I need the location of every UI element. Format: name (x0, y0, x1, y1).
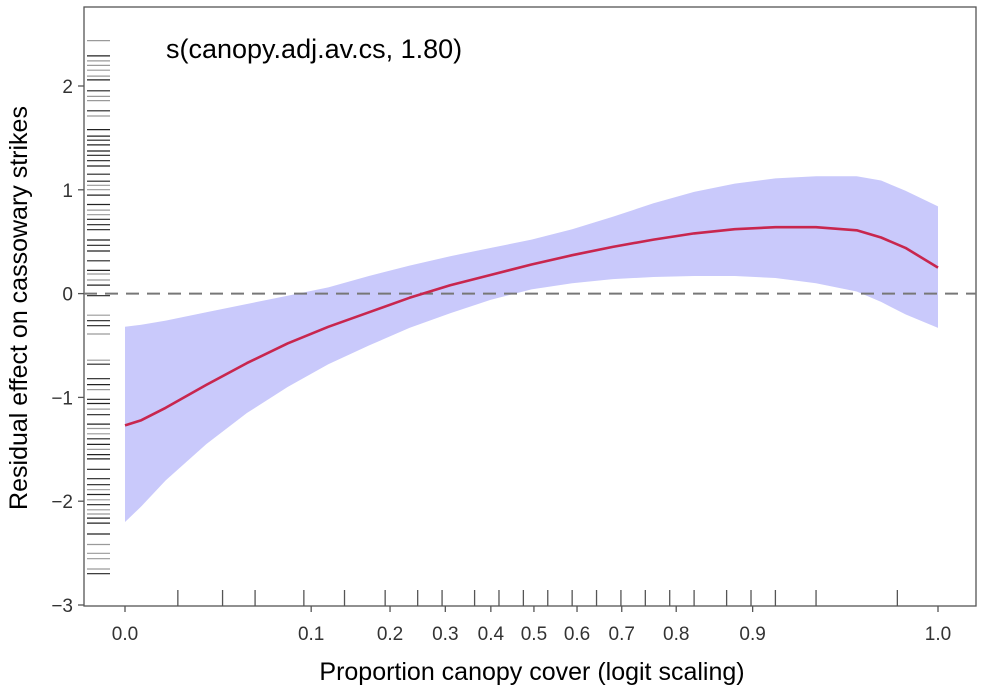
y-axis-ticks: −3 −2 −1 0 1 2 (51, 77, 84, 617)
x-axis-title: Proportion canopy cover (logit scaling) (319, 658, 744, 686)
x-tick-label: 0.6 (564, 624, 590, 645)
series-layer (124, 225, 939, 427)
y-tick-label: 2 (62, 77, 73, 98)
chart-title: s(canopy.adj.av.cs, 1.80) (166, 34, 462, 64)
x-tick-label: 0.7 (609, 624, 635, 645)
x-axis-ticks: 0.0 0.1 0.2 0.3 0.4 0.5 0.6 0.7 0.8 0.9 1.0 (112, 606, 951, 645)
y-tick-label: −3 (51, 596, 73, 617)
x-tick-label: 0.0 (112, 624, 138, 645)
plot-panel-border (83, 6, 977, 607)
x-tick-label: 0.4 (478, 624, 505, 645)
x-tick-label: 0.5 (521, 624, 547, 645)
x-tick-label: 1.0 (925, 624, 951, 645)
smooth-effect-line (124, 225, 939, 427)
x-tick-label: 0.2 (377, 624, 403, 645)
y-rug-layer (87, 39, 110, 575)
confidence-band (125, 176, 938, 523)
x-rug-layer (177, 590, 898, 606)
x-tick-label: 0.9 (739, 624, 765, 645)
y-tick-label: 0 (62, 285, 73, 306)
y-tick-label: −2 (51, 492, 73, 513)
x-tick-label: 0.1 (298, 624, 324, 645)
confidence-band-layer (125, 176, 938, 523)
y-tick-label: 1 (62, 181, 73, 202)
y-axis-title: Residual effect on cassowary strikes (5, 106, 33, 510)
x-tick-label: 0.3 (432, 624, 458, 645)
x-tick-label: 0.8 (663, 624, 689, 645)
y-tick-label: −1 (51, 388, 73, 409)
